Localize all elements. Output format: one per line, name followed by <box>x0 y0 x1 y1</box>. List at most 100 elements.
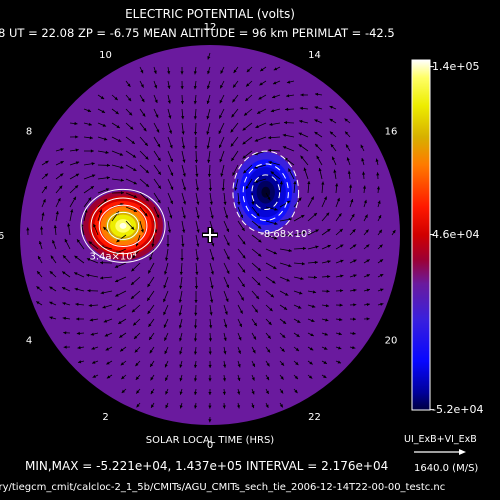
flow-vector-head <box>91 162 95 166</box>
flow-vector-head <box>314 119 318 123</box>
negative-cell <box>227 144 305 241</box>
flow-vector-head <box>164 350 168 355</box>
flow-vector-head <box>133 181 137 185</box>
flow-vector-head <box>239 310 243 314</box>
flow-vector-head <box>288 248 292 253</box>
flow-vector-head <box>156 129 160 133</box>
chart-title: ELECTRIC POTENTIAL (volts) <box>125 7 295 21</box>
flow-vector-head <box>151 243 155 247</box>
hour-label-16: 16 <box>385 127 398 138</box>
flow-vector-head <box>140 84 144 88</box>
colorbar-min-label: -5.2e+04 <box>432 402 484 416</box>
flow-vector-head <box>339 289 344 293</box>
hour-label-14: 14 <box>308 50 321 61</box>
flow-vector-head <box>90 332 94 336</box>
flow-vector-head <box>132 154 137 158</box>
flow-vector-head <box>193 86 197 90</box>
flow-vector-head <box>307 181 311 185</box>
flow-vector-head <box>237 364 241 368</box>
flow-vector-head <box>344 118 348 122</box>
flow-vector-head <box>365 229 369 233</box>
flow-vector-head <box>133 194 138 198</box>
flow-vector-head <box>314 131 318 135</box>
flow-vector-head <box>243 170 247 174</box>
flow-vector-head <box>208 405 212 409</box>
flow-vector-head <box>299 119 303 124</box>
flow-vector-head <box>219 115 223 119</box>
flow-vector-head <box>233 69 237 74</box>
flow-vector-head <box>64 238 68 243</box>
flow-vector-head <box>226 228 230 233</box>
flow-vector-head <box>300 276 304 281</box>
flow-vector-head <box>196 243 200 247</box>
flow-vector-head <box>353 303 357 307</box>
flow-vector-head <box>251 404 255 409</box>
flow-vector-head <box>170 186 174 190</box>
flow-vector-head <box>120 165 124 169</box>
flow-vector-head <box>74 255 78 259</box>
flow-vector-head <box>329 118 333 122</box>
flow-vector-head <box>361 158 365 162</box>
flow-vector-head <box>165 257 169 261</box>
flow-vector-head <box>366 288 370 292</box>
flow-vector-head <box>38 255 41 260</box>
flow-vector-head <box>313 212 317 217</box>
flow-vector-head <box>164 337 168 341</box>
flow-vector-head <box>337 360 341 364</box>
flow-vector-head <box>148 323 152 327</box>
flow-vector-head <box>164 364 168 368</box>
flow-vector-head <box>181 116 185 120</box>
flow-vector-head <box>365 244 370 248</box>
min-max-interval: MIN,MAX = -5.221e+04, 1.437e+05 INTERVAL… <box>25 459 389 473</box>
flow-vector-head <box>246 68 251 73</box>
flow-vector-head <box>127 83 131 87</box>
flow-vector-head <box>179 377 183 382</box>
flow-vector-head <box>323 196 327 200</box>
flow-vector-head <box>207 56 211 60</box>
flow-vector-head <box>257 282 261 286</box>
flow-vector-head <box>242 255 246 259</box>
flow-vector-head <box>154 84 158 89</box>
flow-vector-head <box>251 201 255 205</box>
flow-vector-head <box>75 135 79 139</box>
flow-vector-head <box>128 97 132 102</box>
flow-vector-head <box>224 311 228 315</box>
flow-vector-head <box>392 229 396 234</box>
flow-vector-head <box>231 157 235 161</box>
flow-vector-head <box>280 376 284 380</box>
flow-vector-head <box>193 101 197 105</box>
flow-vector-head <box>147 310 151 315</box>
flow-vector-head <box>269 122 273 126</box>
flow-vector-head <box>274 207 278 211</box>
flow-vector-head <box>281 348 285 352</box>
flow-vector-head <box>179 405 183 409</box>
flow-vector-head <box>237 201 241 205</box>
flow-vector-head <box>105 347 110 351</box>
flow-vector-head <box>222 378 227 382</box>
flow-vector-head <box>36 301 40 305</box>
file-path: nery/tiegcm_cmit/calcloc-2_1_5b/CMITs/AG… <box>0 482 446 493</box>
flow-vector-head <box>150 377 154 381</box>
flow-vector-head <box>194 299 198 303</box>
flow-vector-head <box>166 243 170 247</box>
flow-vector-head <box>77 360 82 364</box>
flow-vector-head <box>182 215 186 219</box>
flow-vector-head <box>366 317 370 321</box>
flow-vector-head <box>255 295 260 300</box>
flow-vector-head <box>345 131 349 135</box>
flow-vector-head <box>345 144 349 148</box>
flow-vector-head <box>223 337 227 341</box>
flow-vector-head <box>114 96 118 101</box>
flow-vector-head <box>193 131 198 135</box>
flow-vector-head <box>238 336 242 341</box>
flow-vector-head <box>145 197 149 202</box>
flow-vector-head <box>242 241 246 245</box>
flow-vector-head <box>282 133 287 137</box>
flow-vector-head <box>260 68 264 72</box>
hour-label-22: 22 <box>308 412 321 423</box>
flow-vector-head <box>128 112 133 116</box>
flow-vector-head <box>93 223 97 228</box>
flow-vector-head <box>42 199 46 203</box>
flow-vector-head <box>242 155 246 159</box>
flow-vector-head <box>131 268 135 272</box>
